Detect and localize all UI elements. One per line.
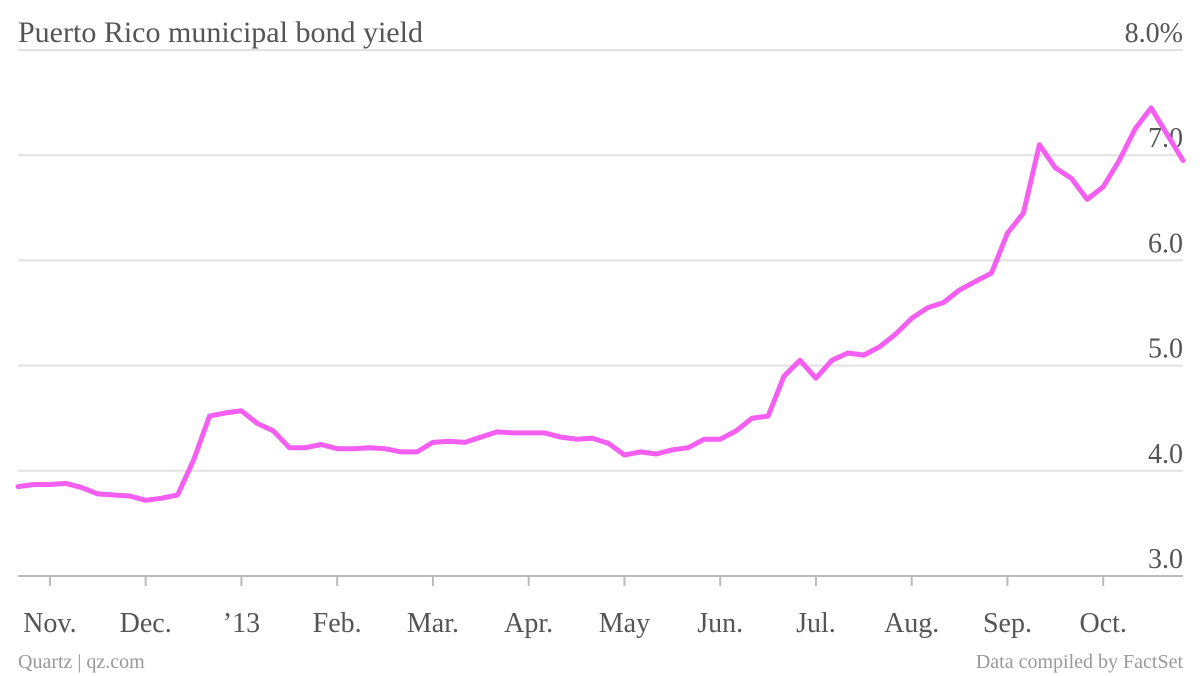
x-tick-label: Jun. [697,608,743,639]
x-tick-label: Sep. [983,608,1032,639]
y-tick-label: 5.0 [1148,334,1183,365]
y-tick-label: 6.0 [1148,228,1183,259]
x-tick-label: Apr. [504,608,553,639]
x-tick-label: Aug. [884,608,939,639]
x-tick-label: ’13 [223,608,260,639]
x-tick-label: Feb. [313,608,362,639]
source: Quartz | qz.com [18,651,145,673]
x-tick-label: May [599,608,650,639]
x-tick-label: Nov. [23,608,76,639]
note: Data compiled by FactSet [976,651,1184,673]
chart-title: Puerto Rico municipal bond yield [18,16,423,49]
y-tick-label: 8.0% [1125,18,1183,49]
y-tick-label: 4.0 [1148,439,1183,470]
x-tick-label: Jul. [796,608,836,639]
line [15,105,1186,503]
x-tick-label: Dec. [120,608,172,639]
x-tick-label: Mar. [407,608,459,639]
x-tick-label: Oct. [1079,608,1126,639]
y-tick-label: 3.0 [1148,544,1183,575]
